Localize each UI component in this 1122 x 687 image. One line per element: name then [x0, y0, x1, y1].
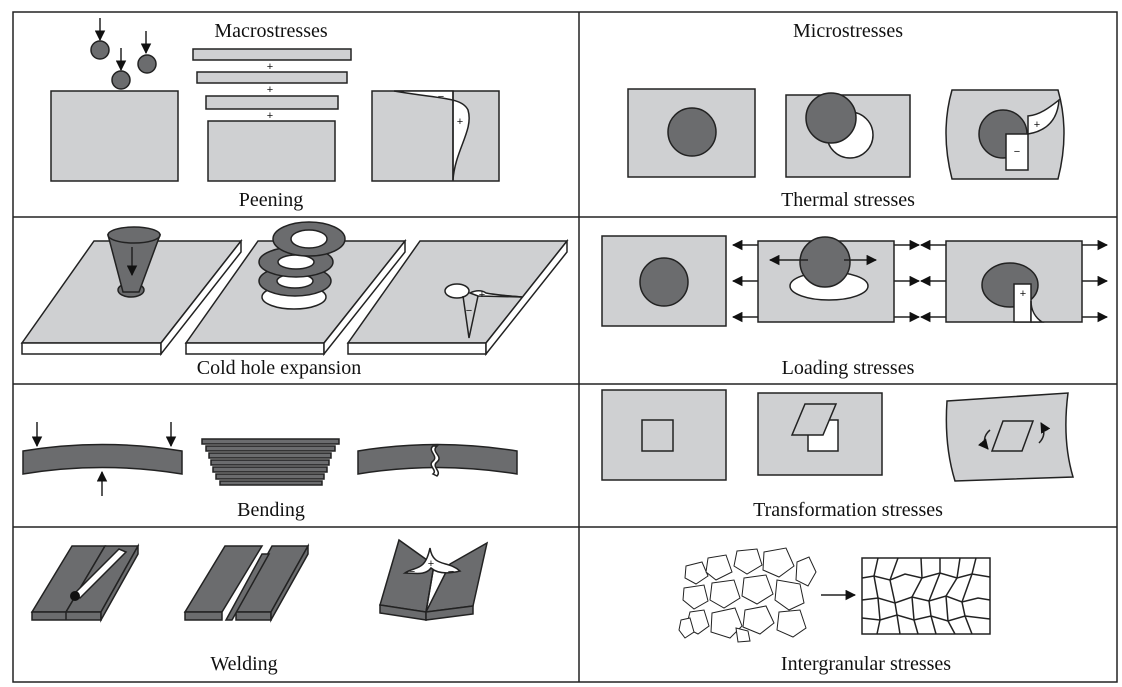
svg-text:−: −: [438, 91, 444, 103]
loading-panel: + Loading stresses: [601, 235, 1109, 379]
weld-groove-plates: [183, 543, 310, 623]
peening-panel: Macrostresses + + + − + Peening: [50, 18, 500, 211]
welding-panel: − + − Welding: [30, 538, 489, 675]
layered-plates-illustration: + + +: [192, 48, 352, 182]
cold-hole-expansion-label: Cold hole expansion: [197, 357, 361, 379]
macrostresses-heading: Macrostresses: [214, 20, 328, 42]
loose-grains: [678, 547, 817, 643]
svg-text:+: +: [428, 558, 434, 570]
cold-hole-panel: − + Cold hole expansion: [20, 221, 569, 379]
welding-label: Welding: [210, 653, 277, 675]
thermal-stresses-label: Thermal stresses: [781, 189, 915, 211]
svg-text:+: +: [457, 116, 463, 128]
thermal-panel: Microstresses − + Thermal stresses: [627, 20, 1065, 211]
intergranular-stresses-label: Intergranular stresses: [781, 653, 951, 675]
intergranular-panel: Intergranular stresses: [678, 547, 991, 675]
split-sleeve-plate: [184, 221, 407, 357]
weld-plates-with-torch: [30, 543, 140, 623]
transformation-stresses-label: Transformation stresses: [753, 499, 943, 521]
transformation-panel: Transformation stresses: [601, 389, 1074, 521]
table-grid: [12, 11, 1118, 683]
welded-joint-distortion: − + −: [379, 538, 489, 621]
expanded-hole-plate: − +: [346, 238, 569, 357]
mandrel-plate: [20, 226, 243, 357]
svg-text:+: +: [267, 84, 273, 96]
peening-label: Peening: [239, 189, 303, 211]
packed-grains: [861, 557, 991, 635]
svg-text:−: −: [466, 305, 472, 317]
stress-profile-illustration: − +: [371, 90, 500, 182]
svg-text:+: +: [267, 61, 273, 73]
svg-text:+: +: [1034, 119, 1040, 131]
bending-label: Bending: [237, 499, 305, 521]
svg-text:−: −: [409, 566, 415, 578]
loading-stresses-label: Loading stresses: [782, 357, 915, 379]
svg-text:+: +: [1020, 288, 1026, 300]
svg-text:−: −: [1014, 146, 1020, 158]
bending-panel: Bending: [22, 422, 518, 521]
microstresses-heading: Microstresses: [793, 20, 903, 42]
svg-text:−: −: [448, 566, 454, 578]
shot-balls-illustration: [50, 18, 179, 182]
svg-text:+: +: [479, 289, 485, 301]
bent-laminate-stack: [201, 438, 340, 486]
svg-text:+: +: [267, 110, 273, 122]
